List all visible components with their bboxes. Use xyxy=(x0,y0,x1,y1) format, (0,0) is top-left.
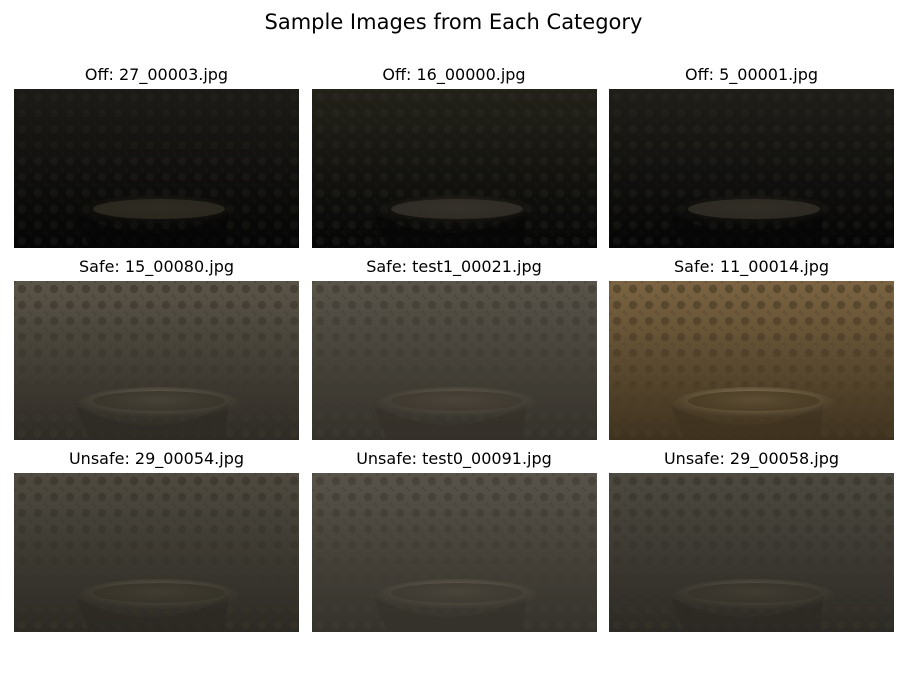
sample-photo xyxy=(609,281,894,440)
photo-graphic xyxy=(311,473,597,632)
bowl-contents xyxy=(390,391,523,411)
photo-graphic xyxy=(609,473,894,632)
figure-title: Sample Images from Each Category xyxy=(264,10,643,34)
image-cell: Unsafe: 29_00058.jpg xyxy=(609,448,894,632)
bowl-contents xyxy=(390,583,523,603)
bowl-body xyxy=(671,211,824,248)
image-caption: Unsafe: test0_00091.jpg xyxy=(356,449,552,468)
bowl-body xyxy=(671,595,824,632)
bowl-body xyxy=(373,211,527,248)
image-cell: Unsafe: test0_00091.jpg xyxy=(311,448,597,632)
image-caption: Off: 27_00003.jpg xyxy=(84,65,229,84)
photo-graphic xyxy=(14,473,299,632)
image-caption: Safe: 15_00080.jpg xyxy=(78,257,234,276)
sample-photo xyxy=(311,89,597,248)
bowl-contents xyxy=(390,199,523,219)
sample-photo xyxy=(311,473,597,632)
bowl-body xyxy=(76,211,229,248)
bowl-contents xyxy=(688,199,820,219)
sample-photo xyxy=(14,89,299,248)
bowl-contents xyxy=(93,583,225,603)
image-caption: Unsafe: 29_00054.jpg xyxy=(68,449,245,468)
image-cell: Safe: 15_00080.jpg xyxy=(14,256,299,440)
bowl-body xyxy=(373,595,527,632)
image-grid: Off: 27_00003.jpg Off: 16_00000.jpg Off:… xyxy=(14,64,894,632)
image-caption: Safe: 11_00014.jpg xyxy=(673,257,829,276)
bowl-body xyxy=(76,595,229,632)
sample-photo xyxy=(14,473,299,632)
image-cell: Off: 27_00003.jpg xyxy=(14,64,299,248)
image-cell: Unsafe: 29_00054.jpg xyxy=(14,448,299,632)
sample-photo xyxy=(311,281,597,440)
bowl-contents xyxy=(688,583,820,603)
image-caption: Off: 16_00000.jpg xyxy=(382,65,526,84)
bowl-contents xyxy=(93,199,225,219)
image-cell: Off: 5_00001.jpg xyxy=(609,64,894,248)
image-caption: Safe: test1_00021.jpg xyxy=(366,257,542,276)
sample-photo xyxy=(609,89,894,248)
image-caption: Off: 5_00001.jpg xyxy=(684,65,818,84)
photo-graphic xyxy=(609,89,894,248)
bowl-body xyxy=(373,403,527,440)
image-cell: Off: 16_00000.jpg xyxy=(311,64,597,248)
bowl-contents xyxy=(93,391,225,411)
photo-graphic xyxy=(311,89,597,248)
image-cell: Safe: 11_00014.jpg xyxy=(609,256,894,440)
photo-graphic xyxy=(14,281,299,440)
photo-graphic xyxy=(609,281,894,440)
sample-photo xyxy=(14,281,299,440)
sample-photo xyxy=(609,473,894,632)
image-cell: Safe: test1_00021.jpg xyxy=(311,256,597,440)
bowl-contents xyxy=(688,391,820,411)
photo-graphic xyxy=(311,281,597,440)
image-caption: Unsafe: 29_00058.jpg xyxy=(663,449,840,468)
bowl-body xyxy=(671,403,824,440)
bowl-body xyxy=(76,403,229,440)
photo-graphic xyxy=(14,89,299,248)
